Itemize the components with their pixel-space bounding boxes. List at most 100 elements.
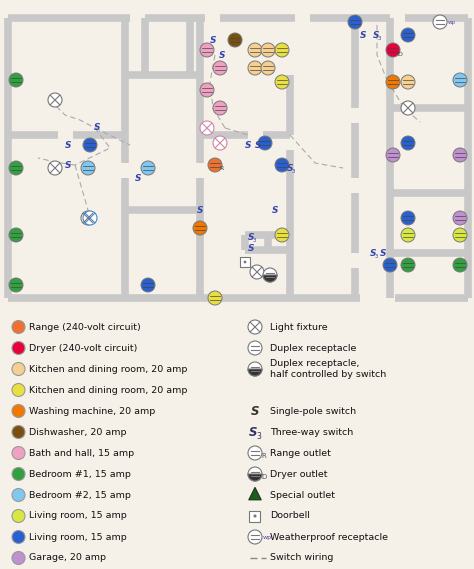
Circle shape: [12, 551, 25, 564]
FancyBboxPatch shape: [249, 510, 261, 522]
Circle shape: [193, 221, 207, 235]
Text: Duplex receptacle: Duplex receptacle: [270, 344, 356, 353]
Circle shape: [83, 211, 97, 225]
Circle shape: [258, 136, 272, 150]
Text: S: S: [380, 249, 386, 258]
Text: S: S: [94, 122, 100, 131]
Text: Duplex receptacle,
half controlled by switch: Duplex receptacle, half controlled by sw…: [270, 359, 386, 379]
Circle shape: [141, 278, 155, 292]
Circle shape: [386, 43, 400, 57]
Circle shape: [263, 268, 277, 282]
Text: Garage, 20 amp: Garage, 20 amp: [29, 554, 106, 563]
Text: Kitchen and dining room, 20 amp: Kitchen and dining room, 20 amp: [29, 386, 187, 394]
Text: wp: wp: [448, 19, 456, 24]
Text: S: S: [370, 249, 376, 258]
Text: S: S: [210, 35, 216, 44]
Text: S: S: [360, 31, 366, 39]
Text: Living room, 15 amp: Living room, 15 amp: [29, 512, 127, 521]
Circle shape: [401, 258, 415, 272]
Text: S: S: [248, 233, 254, 241]
Text: S: S: [248, 244, 254, 253]
Circle shape: [208, 291, 222, 305]
Circle shape: [248, 362, 262, 376]
Circle shape: [248, 467, 262, 481]
Circle shape: [386, 148, 400, 162]
Circle shape: [12, 426, 25, 439]
Circle shape: [83, 138, 97, 152]
Circle shape: [12, 509, 25, 522]
Circle shape: [433, 15, 447, 29]
Circle shape: [228, 33, 242, 47]
Wedge shape: [248, 369, 262, 376]
Circle shape: [81, 211, 95, 225]
Text: Dryer outlet: Dryer outlet: [270, 469, 328, 479]
Text: S: S: [245, 141, 251, 150]
Circle shape: [275, 158, 289, 172]
Circle shape: [48, 161, 62, 175]
Circle shape: [250, 265, 264, 279]
Circle shape: [9, 161, 23, 175]
Circle shape: [401, 136, 415, 150]
Text: 3: 3: [292, 168, 295, 174]
Text: Range outlet: Range outlet: [270, 448, 331, 457]
Circle shape: [200, 43, 214, 57]
Circle shape: [141, 161, 155, 175]
Circle shape: [248, 446, 262, 460]
Text: S: S: [287, 163, 293, 172]
Text: Doorbell: Doorbell: [270, 512, 310, 521]
Circle shape: [12, 447, 25, 460]
Text: Dryer (240-volt circuit): Dryer (240-volt circuit): [29, 344, 137, 353]
Text: S: S: [251, 405, 259, 418]
Text: D: D: [261, 474, 266, 480]
Circle shape: [248, 341, 262, 355]
Text: 3: 3: [375, 254, 378, 258]
Text: Dishwasher, 20 amp: Dishwasher, 20 amp: [29, 427, 127, 436]
Circle shape: [248, 530, 262, 544]
Circle shape: [200, 121, 214, 135]
Text: wp: wp: [263, 534, 272, 539]
Circle shape: [261, 43, 275, 57]
Text: Three-way switch: Three-way switch: [270, 427, 353, 436]
Text: 3: 3: [378, 35, 381, 40]
Text: S: S: [65, 160, 71, 170]
Text: Living room, 15 amp: Living room, 15 amp: [29, 533, 127, 542]
Circle shape: [200, 83, 214, 97]
Circle shape: [12, 468, 25, 480]
Circle shape: [248, 61, 262, 75]
Text: Switch wiring: Switch wiring: [270, 554, 333, 563]
Text: Special outlet: Special outlet: [270, 490, 335, 500]
Circle shape: [81, 161, 95, 175]
Circle shape: [9, 228, 23, 242]
Circle shape: [386, 75, 400, 89]
Text: Washing machine, 20 amp: Washing machine, 20 amp: [29, 406, 155, 415]
Text: S: S: [197, 205, 203, 215]
Circle shape: [401, 211, 415, 225]
Circle shape: [213, 101, 227, 115]
FancyBboxPatch shape: [240, 257, 250, 267]
Circle shape: [254, 514, 256, 518]
Circle shape: [213, 61, 227, 75]
Text: R: R: [261, 453, 266, 459]
Text: Bath and hall, 15 amp: Bath and hall, 15 amp: [29, 448, 134, 457]
Text: Range (240-volt circuit): Range (240-volt circuit): [29, 323, 141, 332]
Text: R: R: [219, 166, 223, 171]
Text: 3: 3: [253, 237, 256, 242]
Circle shape: [9, 278, 23, 292]
Circle shape: [401, 75, 415, 89]
Text: S: S: [65, 141, 71, 150]
Wedge shape: [248, 474, 262, 481]
Circle shape: [453, 228, 467, 242]
Text: D: D: [397, 52, 402, 56]
Circle shape: [244, 261, 246, 263]
Circle shape: [275, 43, 289, 57]
Circle shape: [248, 43, 262, 57]
Circle shape: [383, 258, 397, 272]
Circle shape: [275, 228, 289, 242]
Text: S: S: [249, 426, 257, 439]
Text: Bedroom #1, 15 amp: Bedroom #1, 15 amp: [29, 469, 131, 479]
Circle shape: [12, 320, 25, 333]
Circle shape: [12, 341, 25, 354]
Text: 3: 3: [256, 431, 261, 440]
Text: Bedroom #2, 15 amp: Bedroom #2, 15 amp: [29, 490, 131, 500]
Circle shape: [9, 73, 23, 87]
